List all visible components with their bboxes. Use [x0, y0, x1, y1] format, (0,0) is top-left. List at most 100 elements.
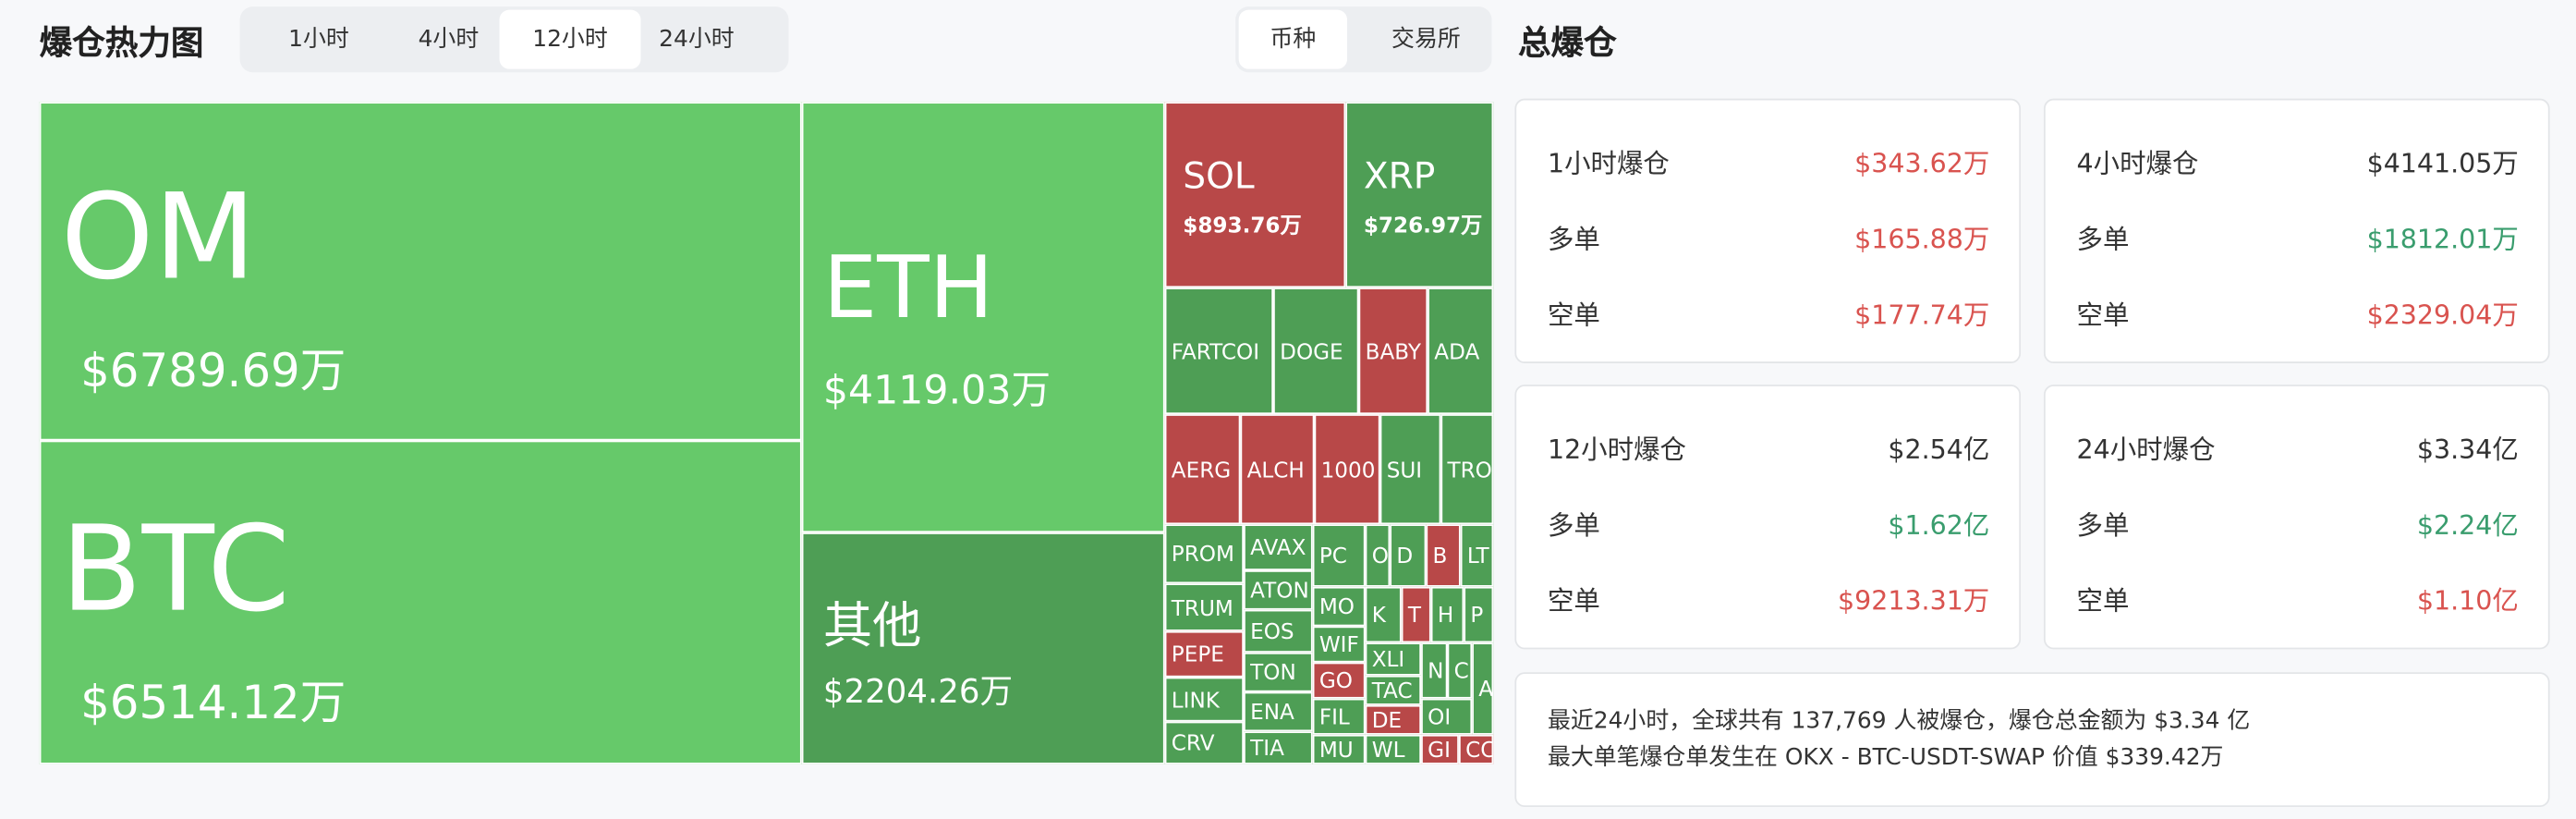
heatmap-tile[interactable]: LT	[1460, 524, 1494, 587]
tile-value: $4119.03万	[822, 367, 1051, 414]
time-tab[interactable]: 1小时	[288, 26, 349, 53]
heatmap-tile[interactable]: H	[1430, 586, 1464, 643]
heatmap-tile[interactable]: ENA	[1244, 691, 1313, 732]
heatmap-tile[interactable]: FIL	[1312, 698, 1366, 735]
footer-line: 最近24小时，全球共有 137,769 人被爆仓，爆仓总金额为 $3.34 亿	[1547, 708, 2251, 735]
heatmap-tile[interactable]: ALCH	[1240, 414, 1315, 525]
heatmap-tile[interactable]: PEPE	[1164, 630, 1245, 678]
tile-label: TON	[1250, 661, 1296, 687]
heatmap-tile[interactable]: BTC $6514.12万	[39, 440, 802, 764]
heatmap-tile[interactable]: GI	[1421, 734, 1459, 764]
heatmap-tile[interactable]: TAC	[1365, 675, 1422, 705]
tile-label: BABY	[1365, 340, 1422, 365]
heatmap-tile[interactable]: XLI	[1365, 642, 1422, 676]
tile-label: 1000	[1320, 458, 1376, 483]
tile-value: $893.76万	[1183, 214, 1302, 239]
heatmap-tile[interactable]: DOGE	[1273, 287, 1359, 415]
tile-label: SOL	[1183, 156, 1255, 199]
heatmap-tile[interactable]: AVAX	[1244, 524, 1313, 571]
tile-label: OM	[60, 167, 257, 306]
tile-label: EOS	[1250, 620, 1294, 645]
view-tab[interactable]: 交易所	[1391, 26, 1461, 53]
heatmap-tile[interactable]: SOL $893.76万	[1164, 102, 1346, 288]
row-value: $2329.04万	[2366, 299, 2519, 331]
row-value: $2.54亿	[1888, 434, 1990, 466]
page-title: 爆仓热力图	[39, 22, 204, 63]
tile-value: $6514.12万	[80, 675, 346, 730]
row-label: 空单	[2076, 299, 2130, 331]
tile-label: LINK	[1171, 689, 1220, 714]
heatmap-tile[interactable]: AERG	[1164, 414, 1241, 525]
tile-label: H	[1437, 604, 1454, 630]
heatmap-tile[interactable]: D	[1390, 524, 1427, 587]
row-label: 多单	[2076, 509, 2130, 541]
tile-label: K	[1371, 604, 1386, 630]
row-value: $3.34亿	[2416, 434, 2519, 466]
heatmap-tile[interactable]: GO	[1312, 662, 1366, 699]
heatmap-tile[interactable]: WL	[1365, 734, 1422, 764]
time-tab[interactable]: 24小时	[659, 26, 735, 53]
heatmap-tile[interactable]: ETH $4119.03万	[801, 102, 1165, 533]
heatmap-tile[interactable]: BABY	[1358, 287, 1428, 415]
tile-label: MU	[1318, 739, 1354, 764]
tile-label: AERG	[1171, 458, 1232, 483]
heatmap-tile[interactable]: TRO	[1440, 414, 1494, 525]
heatmap-tile[interactable]: MO	[1312, 586, 1366, 627]
heatmap-tile[interactable]: O	[1365, 524, 1391, 587]
heatmap-tile[interactable]: PROM	[1164, 524, 1245, 584]
heatmap-tile[interactable]: SUI	[1379, 414, 1441, 525]
tile-label: MO	[1318, 595, 1355, 621]
heatmap-tile[interactable]: WIF	[1312, 626, 1366, 663]
tile-label: SUI	[1386, 458, 1423, 483]
heatmap-tile[interactable]: 1000	[1314, 414, 1380, 525]
tile-label: CRV	[1171, 732, 1215, 757]
heatmap-tile[interactable]: P	[1464, 586, 1494, 643]
row-label: 4小时爆仓	[2076, 148, 2199, 179]
row-label: 24小时爆仓	[2076, 434, 2216, 466]
heatmap-tile[interactable]: TON	[1244, 652, 1313, 692]
time-tab[interactable]: 12小时	[499, 9, 641, 69]
view-tab[interactable]: 币种	[1238, 9, 1348, 69]
row-label: 空单	[2076, 585, 2130, 617]
row-value: $1.62亿	[1888, 509, 1990, 541]
heatmap-tile[interactable]: B	[1426, 524, 1461, 587]
summary-card: 1小时爆仓 $343.62万 多单 $165.88万 空单 $177.74万	[1514, 98, 2022, 363]
heatmap-tile[interactable]: 其他 $2204.26万	[801, 532, 1165, 764]
tile-value: $726.97万	[1363, 214, 1483, 239]
heatmap-tile[interactable]: CRV	[1164, 721, 1245, 764]
heatmap-tile[interactable]: K	[1365, 586, 1402, 643]
row-label: 多单	[2076, 223, 2130, 255]
heatmap-tile[interactable]: DE	[1365, 704, 1422, 735]
heatmap-tile[interactable]: EOS	[1244, 609, 1313, 653]
tile-label: TRO	[1447, 458, 1492, 483]
heatmap-tile[interactable]: MU	[1312, 734, 1366, 764]
heatmap-tile[interactable]: AI	[1472, 642, 1494, 735]
heatmap-tile[interactable]: OI	[1421, 698, 1473, 735]
heatmap-tile[interactable]: ATON	[1244, 570, 1313, 610]
tile-label: C	[1453, 659, 1469, 685]
heatmap-tile[interactable]: ADA	[1428, 287, 1494, 415]
heatmap-tile[interactable]: XRP $726.97万	[1345, 102, 1494, 288]
heatmap-tile[interactable]: FARTCOI	[1164, 287, 1274, 415]
heatmap-tile[interactable]: LINK	[1164, 677, 1245, 722]
heatmap-tile[interactable]: CC	[1458, 734, 1494, 764]
row-label: 空单	[1547, 585, 1600, 617]
heatmap-tile[interactable]: T	[1401, 586, 1431, 643]
heatmap-tile[interactable]: OM $6789.69万	[39, 102, 802, 441]
time-tab[interactable]: 4小时	[418, 26, 480, 53]
heatmap-tile[interactable]: C	[1447, 642, 1473, 699]
heatmap-tile[interactable]: PC	[1312, 524, 1366, 587]
tile-label: ATON	[1250, 579, 1309, 605]
tile-label: TIA	[1250, 737, 1284, 763]
tile-label: DOGE	[1280, 340, 1343, 365]
heatmap-tile[interactable]: TIA	[1244, 731, 1313, 764]
tile-label: WL	[1371, 739, 1405, 764]
tile-label: LT	[1466, 544, 1489, 570]
tile-label: AI	[1478, 678, 1494, 703]
tile-label: BTC	[60, 499, 290, 638]
heatmap-tile[interactable]: N	[1421, 642, 1448, 699]
tile-label: XRP	[1363, 156, 1436, 199]
tile-label: DE	[1371, 709, 1403, 734]
heatmap-tile[interactable]: TRUM	[1164, 583, 1245, 631]
